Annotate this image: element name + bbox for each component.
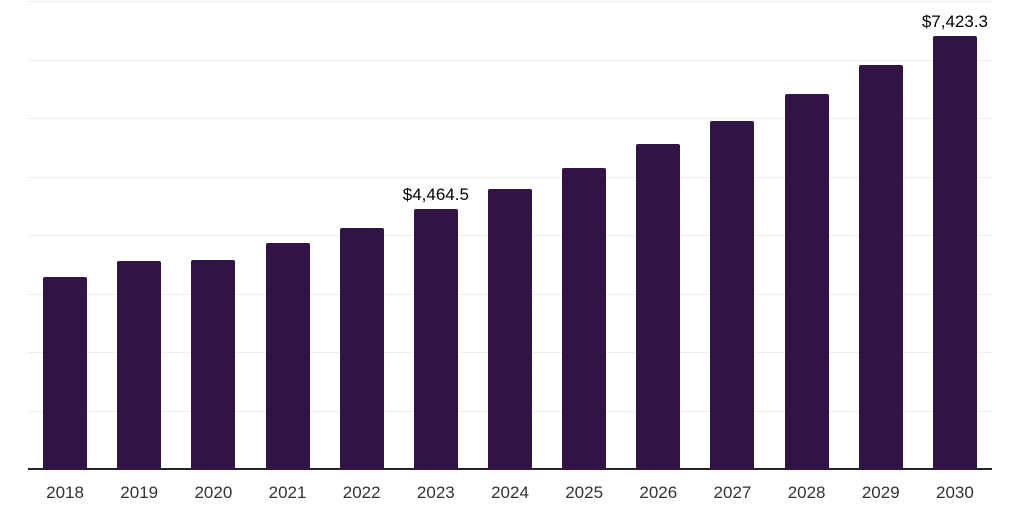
gridline-8000: [28, 1, 992, 2]
x-tick-label-2030: 2030: [936, 483, 974, 502]
gridline-7000: [28, 59, 992, 61]
x-tick-label-2020: 2020: [194, 483, 233, 502]
x-tick-label-2028: 2028: [787, 483, 826, 502]
bar-2020: [191, 260, 236, 470]
x-axis-tick-labels: 2018 2019 2020 2021 2022 2023 2024 2025 2026 2027…: [28, 483, 992, 505]
bar-2028: [784, 93, 829, 470]
x-tick-label-2021: 2021: [268, 483, 307, 502]
bar-2019: [117, 261, 162, 470]
gridline-6000: [28, 118, 992, 119]
data-label-2023: $4,464.5: [402, 184, 469, 204]
x-tick-label-2019: 2019: [120, 483, 159, 502]
x-tick-label-2025: 2025: [565, 483, 604, 502]
bar-2027: [710, 121, 755, 470]
bar-2023: [413, 208, 458, 470]
x-tick-label-2027: 2027: [713, 483, 752, 502]
x-tick-label-2026: 2026: [639, 483, 678, 502]
bar-2029: [858, 65, 903, 470]
x-tick-label-2023: 2023: [416, 483, 455, 502]
bar-2025: [562, 167, 607, 470]
x-tick-label-2029: 2029: [861, 483, 900, 502]
x-tick-label-2022: 2022: [342, 483, 381, 502]
bar-2021: [265, 242, 310, 470]
bar-2022: [339, 227, 384, 470]
x-tick-label-2024: 2024: [491, 483, 529, 502]
plot-area: $4,464.5 $7,423.3: [28, 1, 992, 470]
bar-2018: [43, 276, 88, 470]
x-tick-label-2018: 2018: [46, 483, 84, 502]
bar-2024: [488, 188, 532, 470]
bar-2026: [636, 144, 681, 470]
bar-2030: [932, 35, 977, 470]
data-label-2030: $7,423.3: [921, 11, 989, 31]
gridline-5000: [28, 176, 992, 178]
